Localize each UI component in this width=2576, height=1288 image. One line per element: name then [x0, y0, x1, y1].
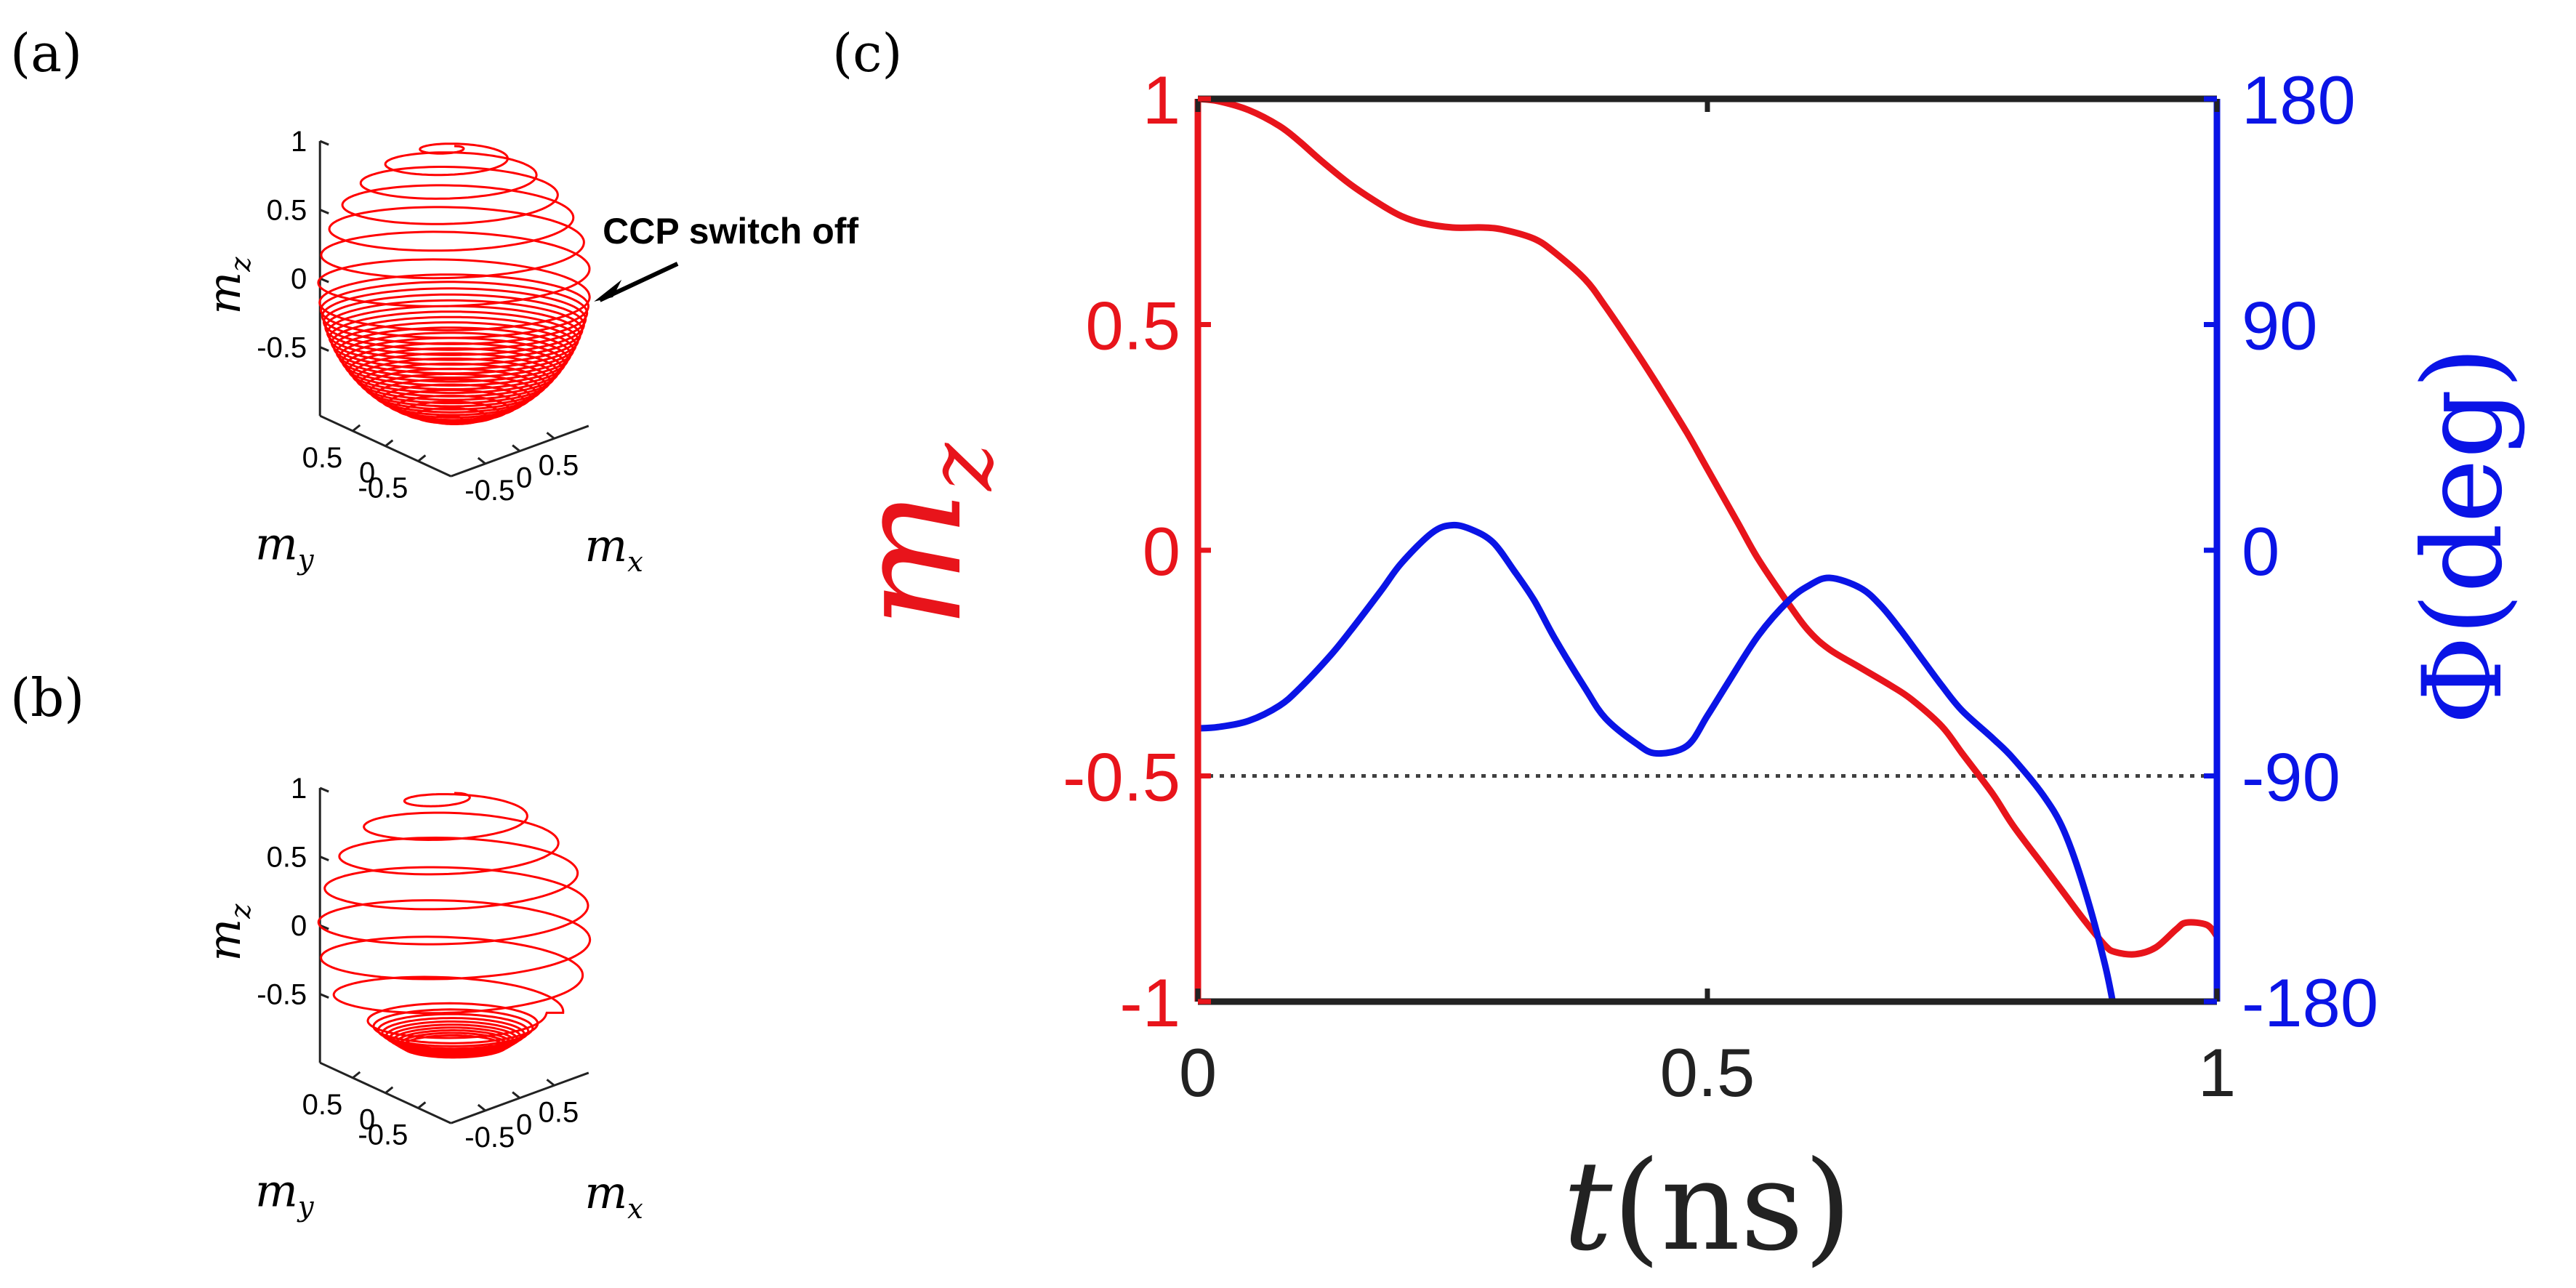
z-axis-label-text: mz — [198, 257, 257, 315]
x-tick-label: 1 — [2198, 1034, 2236, 1111]
x-tick-label: 0 — [516, 1109, 532, 1141]
y-tick — [352, 1071, 361, 1079]
y-tick — [385, 439, 394, 447]
z-axis-label: mz — [198, 257, 257, 315]
x-tick-label: 0.5 — [539, 449, 579, 481]
annotation-arrow-head — [594, 279, 622, 302]
x-axis-label: t(ns) — [1563, 1135, 1852, 1279]
right-y-tick-label: 90 — [2242, 288, 2318, 364]
z-tick — [319, 856, 329, 861]
y-tick — [385, 1086, 394, 1094]
x-tick — [477, 456, 486, 465]
left-y-tick-label: -1 — [1119, 965, 1180, 1041]
x-axis-line — [450, 1071, 589, 1124]
y-tick-label: 0.5 — [302, 442, 343, 474]
left-y-axis-label: mz — [825, 443, 1013, 629]
x-tick-label: 0 — [516, 462, 532, 494]
y-tick — [352, 424, 361, 432]
z-tick-label: 1 — [291, 773, 307, 805]
z-tick-label: 0 — [291, 263, 307, 295]
panel-label-a: (a) — [10, 23, 82, 84]
y-tick-label: 0 — [359, 457, 375, 489]
y-tick — [417, 1101, 427, 1109]
x-tick-label: 0 — [1179, 1034, 1217, 1111]
x-axis-label: mx — [584, 519, 643, 579]
x-tick — [546, 432, 555, 440]
x-axis-label-text: mx — [584, 519, 643, 579]
y-tick — [417, 454, 427, 462]
y-axis-label-text: my — [255, 1164, 315, 1223]
left-y-tick-label: 1 — [1143, 62, 1180, 138]
x-tick-label: 0.5 — [1660, 1034, 1755, 1111]
z-tick — [319, 209, 329, 214]
trajectory-line — [317, 142, 591, 425]
y-axis-label-text: my — [255, 517, 315, 576]
z-tick — [319, 786, 329, 793]
z-axis-label: mz — [198, 903, 257, 962]
right-y-axis-label: Φ(deg) — [2400, 347, 2527, 725]
right-y-tick-label: -90 — [2242, 739, 2340, 816]
trajectory-line — [317, 792, 592, 1059]
z-tick-label: 1 — [291, 126, 307, 158]
z-tick — [319, 140, 329, 146]
left-y-tick-label: 0 — [1143, 513, 1180, 589]
panel-label-c: (c) — [832, 23, 903, 84]
x-tick-label: -0.5 — [464, 475, 515, 507]
right-y-tick-label: 0 — [2242, 513, 2279, 589]
y-axis-label: my — [255, 1164, 315, 1223]
x-tick — [546, 1079, 555, 1087]
z-tick — [319, 993, 329, 999]
left-y-axis-label-text: mz — [825, 443, 1013, 629]
z-tick-label: -0.5 — [257, 332, 307, 364]
y-tick-label: 0.5 — [302, 1089, 343, 1121]
x-tick-label: -0.5 — [464, 1122, 515, 1154]
y-axis-label: my — [255, 517, 315, 576]
panel-label-b: (b) — [10, 667, 84, 728]
x-axis-label-text: mx — [584, 1166, 643, 1225]
z-tick-label: -0.5 — [257, 979, 307, 1011]
y-tick-label: -0.5 — [358, 472, 408, 504]
z-tick-label: 0.5 — [267, 842, 307, 874]
phi-series-line — [1198, 521, 2117, 1002]
x-axis-label: mx — [584, 1166, 643, 1225]
x-tick — [512, 1091, 521, 1099]
z-tick — [319, 346, 329, 352]
annotation-text: CCP switch off — [603, 211, 858, 251]
right-y-tick-label: 180 — [2242, 62, 2356, 138]
left-y-tick-label: -0.5 — [1063, 739, 1180, 816]
x-tick — [512, 444, 521, 452]
right-y-tick-label: -180 — [2242, 965, 2378, 1041]
z-axis-label-text: mz — [198, 903, 257, 962]
x-tick-label: 0.5 — [539, 1096, 579, 1128]
y-tick-label: -0.5 — [358, 1119, 408, 1151]
left-y-tick-label: 0.5 — [1085, 288, 1180, 364]
x-tick — [477, 1103, 486, 1112]
z-tick — [319, 277, 329, 283]
z-tick-label: 0 — [291, 910, 307, 942]
z-tick-label: 0.5 — [267, 195, 307, 227]
y-tick-label: 0 — [359, 1104, 375, 1136]
